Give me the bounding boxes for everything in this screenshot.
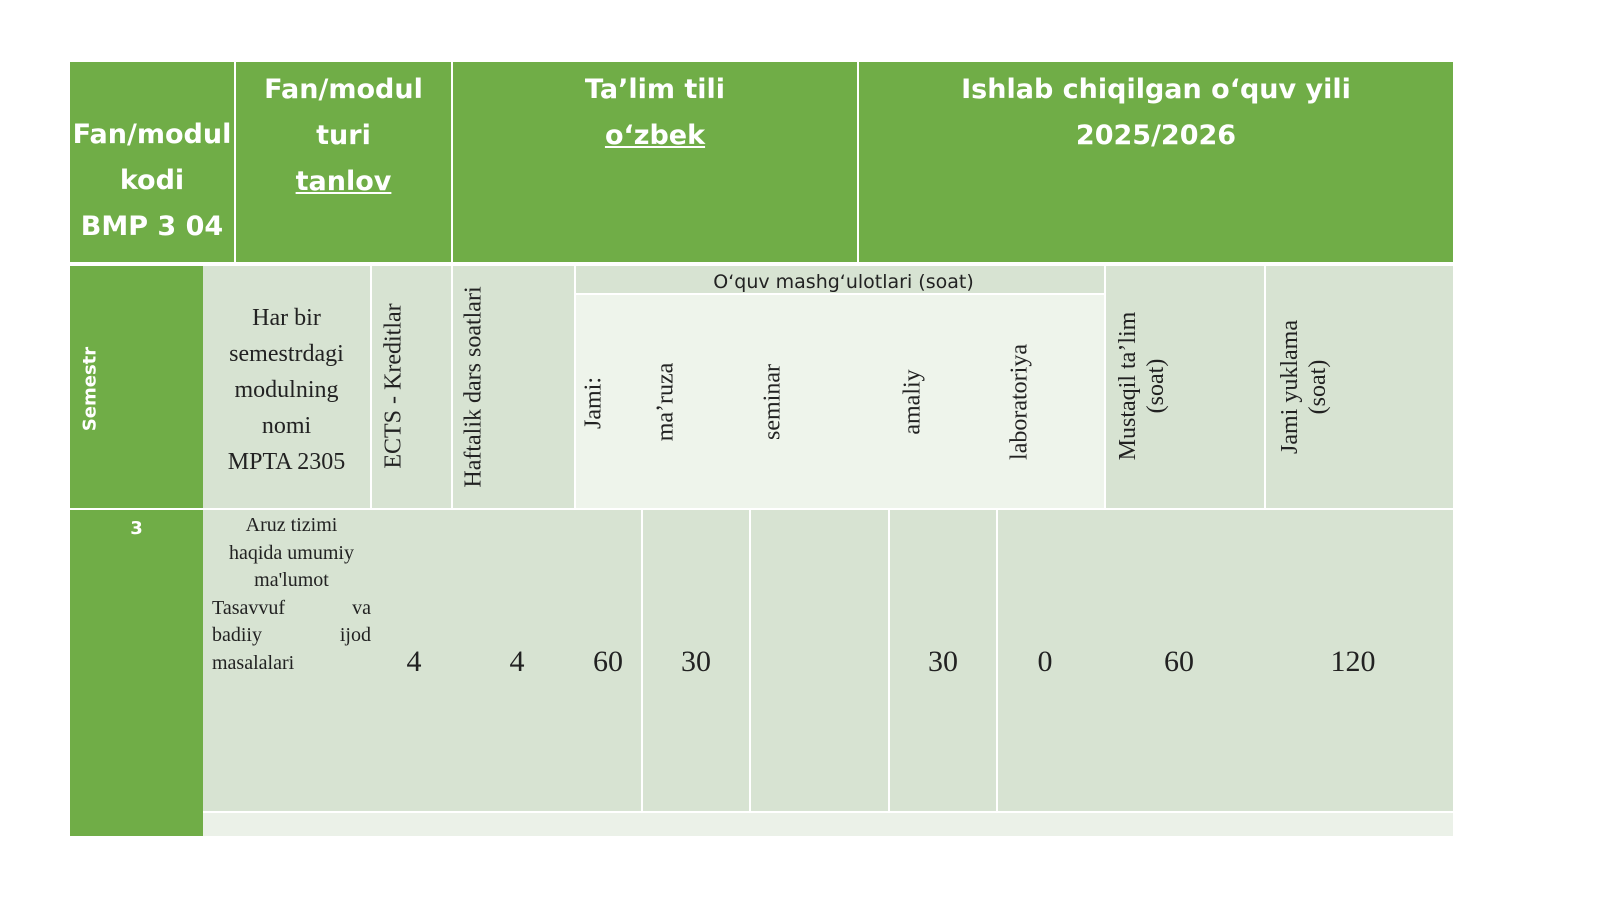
independent-study-header: Mustaqil ta’lim (soat) <box>1115 311 1169 461</box>
module-type-label: Fan/modul turi <box>264 74 423 151</box>
lecture-value: 30 <box>681 645 711 678</box>
module-code-cell: Fan/modul kodi BMP 3 04 <box>70 112 234 250</box>
training-subheader <box>575 295 1104 508</box>
total-load-value: 120 <box>1330 645 1376 678</box>
language-label: Ta’lim tili <box>584 74 726 105</box>
laboratory-header: laboratoriya <box>1006 344 1033 460</box>
footer-strip <box>203 813 1453 836</box>
module-type-cell: Fan/modul turi tanlov <box>236 67 451 205</box>
academic-year-value: 2025/2026 <box>1075 120 1237 151</box>
total-load-header: Jami yuklama (soat) <box>1277 320 1331 454</box>
ects-value: 4 <box>406 645 422 678</box>
module-code-label: Fan/modul <box>72 119 232 150</box>
laboratory-value: 0 <box>1037 645 1053 678</box>
data-row <box>203 510 1453 811</box>
weekly-hours-header: Haftalik dars soatlari <box>460 286 487 488</box>
module-name-cell: Aruz tizimi haqida umumiy ma'lumot Tasav… <box>212 514 371 674</box>
module-code-value: BMP 3 04 <box>80 211 224 242</box>
semester-header: Semestr <box>79 346 101 432</box>
semester-value: 3 <box>130 518 143 539</box>
semester-column <box>70 266 203 836</box>
header-band <box>70 62 1453 262</box>
seminar-header: seminar <box>759 364 786 440</box>
module-name-header: Har bir semestrdagi modulning nomi MPTA … <box>227 305 346 475</box>
module-code-label-2: kodi <box>119 165 185 196</box>
lecture-header: ma’ruza <box>652 362 679 442</box>
ects-header: ECTS - Kreditlar <box>380 303 407 469</box>
academic-year-label: Ishlab chiqilgan o‘quv yili <box>961 74 1351 105</box>
training-group-header: O‘quv mashg‘ulotlari (soat) <box>713 271 974 293</box>
independent-study-value: 60 <box>1164 645 1194 678</box>
total-header: Jami: <box>580 377 607 429</box>
total-value: 60 <box>593 645 623 678</box>
language-value: o‘zbek <box>604 120 706 151</box>
module-type-value: tanlov <box>295 166 392 197</box>
weekly-hours-value: 4 <box>509 645 525 678</box>
academic-year-cell: Ishlab chiqilgan o‘quv yili 2025/2026 <box>859 67 1453 159</box>
practical-header: amaliy <box>899 369 926 435</box>
language-cell: Ta’lim tili o‘zbek <box>453 67 857 159</box>
practical-value: 30 <box>928 645 958 678</box>
